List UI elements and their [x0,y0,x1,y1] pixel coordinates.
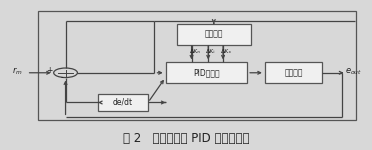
Text: ΔKₓ: ΔKₓ [221,50,232,54]
Text: ΔKᵢ: ΔKᵢ [206,50,216,54]
Bar [166,62,247,83]
Text: -: - [61,73,63,82]
Text: ΔKₙ: ΔKₙ [190,50,201,54]
Bar [177,24,251,45]
Text: +: + [46,66,52,75]
Bar [98,94,148,111]
Text: $e_{out}$: $e_{out}$ [345,66,362,76]
Bar [265,62,322,83]
Text: 图 2   模糊自适应 PID 控制器结构: 图 2 模糊自适应 PID 控制器结构 [123,132,249,145]
Text: 模糊推理: 模糊推理 [205,30,223,39]
Text: 被控对象: 被控对象 [284,68,303,77]
Text: de/dt: de/dt [113,98,133,107]
Text: PID控制器: PID控制器 [193,68,220,77]
Text: $r_m$: $r_m$ [12,66,23,77]
Bar [38,11,356,120]
